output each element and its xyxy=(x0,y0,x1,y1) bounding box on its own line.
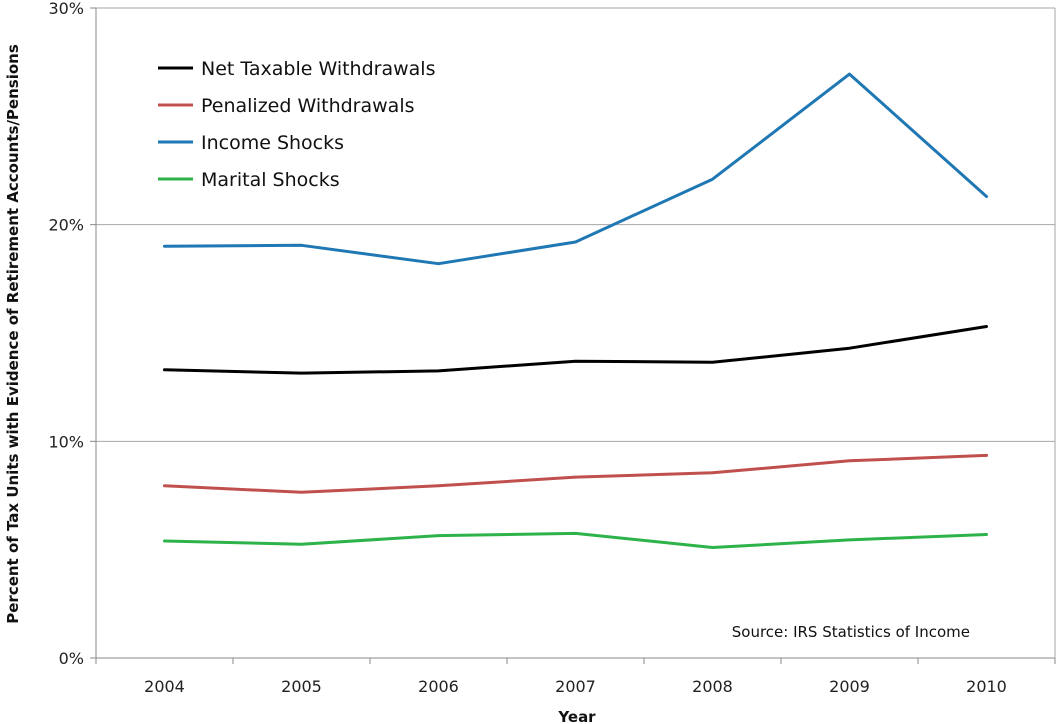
data-point-income-shocks-2010 xyxy=(985,195,988,198)
data-point-marital-shocks-2007 xyxy=(574,532,577,535)
data-point-marital-shocks-2008 xyxy=(711,546,714,549)
x-axis-ticks xyxy=(95,658,1056,664)
x-tick-label-2008: 2008 xyxy=(692,677,733,696)
data-point-net-taxable-withdrawals-2004 xyxy=(163,368,166,372)
data-point-income-shocks-2004 xyxy=(163,245,166,248)
y-axis-title: Percent of Tax Units with Evidence of Re… xyxy=(4,44,22,624)
series-line-marital-shocks xyxy=(163,531,988,549)
legend-label-income-shocks: Income Shocks xyxy=(201,132,344,154)
data-point-net-taxable-withdrawals-2009 xyxy=(848,346,851,350)
y-tick-label-30: 30% xyxy=(48,0,84,18)
x-axis-tick-labels: 2004 2005 2006 2007 2008 2009 2010 xyxy=(144,677,1007,696)
x-tick-label-2009: 2009 xyxy=(829,677,870,696)
data-point-income-shocks-2005 xyxy=(300,244,303,247)
data-point-marital-shocks-2006 xyxy=(437,534,440,537)
data-point-net-taxable-withdrawals-2010 xyxy=(985,325,988,328)
data-point-marital-shocks-2009 xyxy=(848,538,851,542)
data-point-net-taxable-withdrawals-2008 xyxy=(711,361,714,364)
x-axis-title: Year xyxy=(557,708,596,724)
legend: Net Taxable Withdrawals Penalized Withdra… xyxy=(158,58,435,191)
data-point-income-shocks-2006 xyxy=(437,262,440,265)
data-point-net-taxable-withdrawals-2007 xyxy=(574,359,577,363)
data-point-income-shocks-2009 xyxy=(848,72,851,76)
data-point-net-taxable-withdrawals-2005 xyxy=(300,371,303,375)
x-tick-label-2004: 2004 xyxy=(144,677,185,696)
series-line-penalized-withdrawals xyxy=(163,453,988,494)
data-point-penalized-withdrawals-2010 xyxy=(985,454,988,457)
series-line-net-taxable-withdrawals xyxy=(163,325,988,375)
y-axis-tick-labels: 0% 10% 20% 30% xyxy=(48,0,84,668)
data-point-marital-shocks-2004 xyxy=(163,539,166,543)
data-point-income-shocks-2008 xyxy=(711,177,714,181)
x-tick-label-2007: 2007 xyxy=(555,677,596,696)
data-point-penalized-withdrawals-2007 xyxy=(574,475,577,479)
data-point-marital-shocks-2005 xyxy=(300,543,303,546)
legend-label-net-taxable-withdrawals: Net Taxable Withdrawals xyxy=(201,58,435,80)
data-point-penalized-withdrawals-2005 xyxy=(300,491,303,494)
axes xyxy=(90,7,1056,659)
legend-label-penalized-withdrawals: Penalized Withdrawals xyxy=(201,95,415,117)
data-point-income-shocks-2007 xyxy=(574,240,577,244)
source-annotation: Source: IRS Statistics of Income xyxy=(732,623,970,641)
x-tick-label-2006: 2006 xyxy=(418,677,459,696)
data-point-penalized-withdrawals-2004 xyxy=(163,484,166,487)
legend-label-marital-shocks: Marital Shocks xyxy=(201,169,340,191)
x-tick-label-2010: 2010 xyxy=(966,677,1007,696)
y-tick-label-10: 10% xyxy=(48,432,84,451)
data-point-marital-shocks-2010 xyxy=(985,533,988,536)
data-point-penalized-withdrawals-2006 xyxy=(437,484,440,487)
data-point-penalized-withdrawals-2008 xyxy=(711,471,714,474)
gridlines xyxy=(96,7,1055,442)
data-point-penalized-withdrawals-2009 xyxy=(848,459,851,463)
y-tick-label-20: 20% xyxy=(48,216,84,235)
x-tick-label-2005: 2005 xyxy=(281,677,322,696)
series-lines xyxy=(163,72,988,549)
data-point-net-taxable-withdrawals-2006 xyxy=(437,369,440,373)
y-tick-label-0: 0% xyxy=(59,649,84,668)
